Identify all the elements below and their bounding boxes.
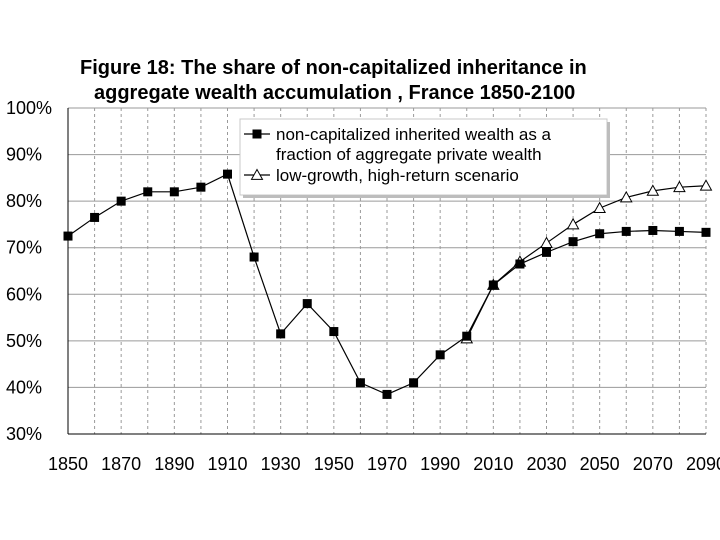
legend-label: fraction of aggregate private wealth [276,145,542,164]
x-tick-label: 2030 [526,454,566,474]
x-tick-label: 2050 [580,454,620,474]
y-tick-label: 30% [6,424,42,444]
y-tick-label: 100% [6,98,52,118]
data-point [409,378,419,388]
tick-labels: 30% 40% 50% 60% 70% 80% 90% 100% 1850 1870 1890 191… [6,98,720,474]
data-point [699,179,713,191]
data-point [648,225,658,235]
series-line [466,185,707,339]
data-point [143,187,153,197]
x-tick-label: 1930 [261,454,301,474]
data-point [169,187,179,197]
legend-label: non-capitalized inherited wealth as a [276,125,552,144]
y-tick-label: 70% [6,238,42,258]
data-point [619,190,633,203]
legend-box [239,118,608,196]
data-point [63,231,73,241]
x-tick-label: 1870 [101,454,141,474]
data-point [593,201,607,214]
y-tick-label: 50% [6,331,42,351]
y-tick-label: 80% [6,191,42,211]
data-point [462,331,472,341]
data-point [249,252,259,262]
axes [67,108,706,435]
data-point [542,247,551,257]
data-point [540,236,553,248]
grid [68,107,707,435]
series-low-growth-scenario [460,179,713,344]
x-tick-label: 1910 [207,454,247,474]
legend-shadow [243,195,610,198]
data-point [646,184,660,196]
data-point [355,378,365,388]
data-point [701,227,711,237]
legend-label: low-growth, high-return scenario [276,166,519,185]
data-point [674,226,684,236]
data-point [382,389,392,399]
chart-title-line-2: aggregate wealth accumulation , France 1… [94,82,575,104]
data-point [515,259,525,269]
data-point [435,350,445,360]
data-point [566,217,580,230]
y-tick-label: 90% [6,145,42,165]
x-tick-label: 1890 [154,454,194,474]
x-tick-label: 2090 [686,454,720,474]
y-tick-label: 40% [6,377,42,397]
data-point [116,196,126,206]
chart-title-line-1: Figure 18: The share of non-capitalized … [80,57,587,79]
data-point [196,182,206,192]
x-tick-label: 2070 [633,454,673,474]
data-point [488,280,498,290]
x-tick-label: 1970 [367,454,407,474]
series-layer [63,169,713,399]
data-point [568,237,578,247]
legend-marker [252,129,262,139]
data-point [223,169,232,179]
x-tick-label: 1950 [314,454,354,474]
x-tick-label: 2010 [473,454,513,474]
data-point [595,229,605,239]
data-point [276,329,286,339]
data-point [90,212,100,222]
data-point [302,299,312,309]
legend: non-capitalized inherited wealth as afra… [239,118,610,198]
data-point [621,226,631,236]
x-tick-label: 1990 [420,454,460,474]
y-tick-label: 60% [6,284,42,304]
legend-marker [250,168,264,180]
series-inherited-wealth [63,169,711,399]
data-point [673,180,686,193]
x-tick-label: 1850 [48,454,88,474]
legend-shadow [607,122,610,198]
data-point [329,327,339,337]
